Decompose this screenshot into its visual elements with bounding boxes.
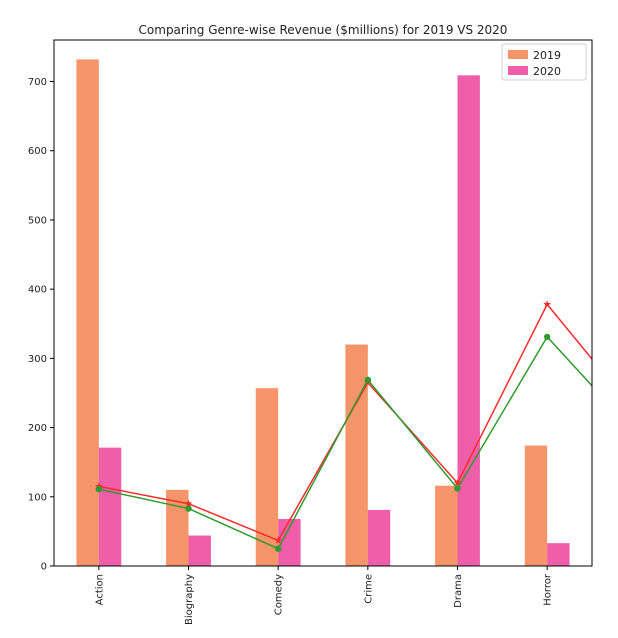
bar-2019-comedy	[255, 388, 279, 566]
bar-2019-horror	[524, 445, 548, 566]
bar-2019-biography	[166, 489, 189, 566]
bar-2020-drama	[457, 75, 480, 567]
y-tick-label-300: 300	[28, 354, 47, 365]
x-tick-label-drama: Drama	[453, 574, 464, 608]
bar-2020-action	[98, 447, 122, 566]
bar-2020-crime	[367, 509, 391, 566]
y-tick-label-100: 100	[28, 492, 47, 503]
overlay-line-1-point-2	[184, 499, 193, 507]
legend: 2019 2020	[501, 43, 587, 81]
plot-area: 0 100 200 300 400 500 600 700 Action Biography Com…	[28, 39, 593, 625]
x-tick-label-comedy: Comedy	[274, 574, 285, 615]
x-tick-label-crime: Crime	[363, 574, 374, 604]
overlay-line-2-point-5	[454, 485, 461, 492]
x-tick-label-horror: Horror	[543, 573, 554, 606]
overlay-line-1-point-6	[543, 300, 551, 308]
y-tick-label-0: 0	[41, 562, 47, 573]
overlay-line-2-point-3	[274, 545, 282, 552]
plot-frame	[53, 39, 593, 567]
bar-2020-horror	[547, 543, 570, 566]
chart-title: Comparing Genre-wise Revenue ($millions)…	[139, 23, 508, 37]
y-tick-label-200: 200	[28, 423, 47, 434]
overlay-line-1-point-3	[274, 536, 282, 544]
x-tick-label-biography: Biography	[184, 574, 195, 625]
bar-2019-drama	[435, 485, 458, 566]
bar-2019-action	[76, 59, 99, 567]
overlay-line-2-point-6	[543, 333, 551, 341]
y-tick-label-500: 500	[28, 215, 47, 226]
y-tick-label-400: 400	[28, 285, 47, 296]
legend-swatch-2019	[508, 50, 528, 59]
legend-swatch-2020	[508, 66, 528, 75]
y-tick-label-700: 700	[28, 77, 47, 88]
legend-label-2020: 2020	[533, 65, 561, 78]
y-tick-label-600: 600	[28, 146, 47, 157]
legend-label-2019: 2019	[533, 49, 561, 62]
overlay-line-2-point-2	[185, 505, 192, 512]
overlay-line-2-point-1	[95, 485, 103, 493]
overlay-line-2-point-4	[364, 376, 372, 384]
bar-2020-biography	[188, 535, 211, 566]
x-tick-label-action: Action	[94, 574, 105, 605]
bar-2019-crime	[345, 344, 368, 566]
